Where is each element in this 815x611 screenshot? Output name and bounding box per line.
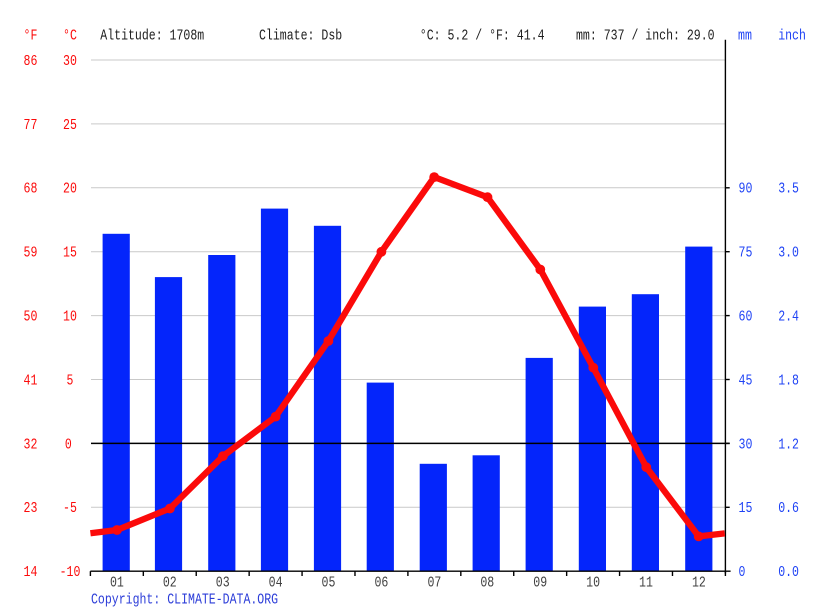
svg-text:11: 11 bbox=[639, 576, 653, 592]
svg-text:02: 02 bbox=[163, 576, 177, 592]
svg-text:30: 30 bbox=[63, 53, 77, 70]
svg-text:32: 32 bbox=[24, 436, 38, 453]
svg-text:°F: °F bbox=[24, 28, 38, 45]
svg-text:Altitude: 1708m: Altitude: 1708m bbox=[100, 28, 204, 45]
svg-text:50: 50 bbox=[24, 309, 38, 326]
svg-text:1.2: 1.2 bbox=[778, 436, 799, 453]
svg-text:08: 08 bbox=[480, 576, 494, 592]
svg-text:inch: inch bbox=[778, 28, 806, 45]
svg-text:°C: 5.2 / °F: 41.4: °C: 5.2 / °F: 41.4 bbox=[420, 28, 545, 45]
svg-text:3.5: 3.5 bbox=[778, 181, 799, 198]
svg-text:75: 75 bbox=[739, 245, 753, 262]
svg-text:10: 10 bbox=[586, 576, 600, 592]
svg-text:Copyright: CLIMATE-DATA.ORG: Copyright: CLIMATE-DATA.ORG bbox=[91, 592, 278, 608]
svg-text:03: 03 bbox=[216, 576, 230, 592]
svg-text:mm: 737 / inch: 29.0: mm: 737 / inch: 29.0 bbox=[576, 28, 715, 45]
svg-text:77: 77 bbox=[24, 117, 38, 134]
svg-text:0: 0 bbox=[65, 436, 72, 453]
svg-text:3.0: 3.0 bbox=[778, 245, 799, 262]
svg-text:25: 25 bbox=[63, 117, 77, 134]
svg-text:2.4: 2.4 bbox=[778, 309, 799, 326]
svg-text:14: 14 bbox=[24, 564, 38, 581]
svg-text:07: 07 bbox=[427, 576, 441, 592]
svg-text:1.8: 1.8 bbox=[778, 372, 799, 389]
svg-text:12: 12 bbox=[692, 576, 706, 592]
svg-text:°C: °C bbox=[63, 28, 77, 45]
svg-text:45: 45 bbox=[739, 372, 753, 389]
svg-text:90: 90 bbox=[739, 181, 753, 198]
svg-text:0.0: 0.0 bbox=[778, 564, 799, 581]
svg-text:15: 15 bbox=[739, 500, 753, 517]
svg-text:10: 10 bbox=[63, 309, 77, 326]
svg-text:0: 0 bbox=[739, 564, 746, 581]
svg-text:01: 01 bbox=[110, 576, 124, 592]
svg-text:41: 41 bbox=[24, 372, 38, 389]
svg-text:0.6: 0.6 bbox=[778, 500, 799, 517]
svg-text:06: 06 bbox=[374, 576, 388, 592]
svg-text:59: 59 bbox=[24, 245, 38, 262]
svg-text:86: 86 bbox=[24, 53, 38, 70]
svg-text:mm: mm bbox=[738, 28, 752, 45]
svg-text:-5: -5 bbox=[63, 500, 77, 517]
svg-text:30: 30 bbox=[739, 436, 753, 453]
svg-text:20: 20 bbox=[63, 181, 77, 198]
svg-text:68: 68 bbox=[24, 181, 38, 198]
svg-text:15: 15 bbox=[63, 245, 77, 262]
svg-text:05: 05 bbox=[322, 576, 336, 592]
svg-text:Climate: Dsb: Climate: Dsb bbox=[259, 28, 342, 45]
svg-text:5: 5 bbox=[67, 372, 74, 389]
svg-text:09: 09 bbox=[533, 576, 547, 592]
svg-text:-10: -10 bbox=[60, 564, 81, 581]
svg-text:04: 04 bbox=[269, 576, 283, 592]
svg-text:23: 23 bbox=[24, 500, 38, 517]
svg-text:60: 60 bbox=[739, 309, 753, 326]
